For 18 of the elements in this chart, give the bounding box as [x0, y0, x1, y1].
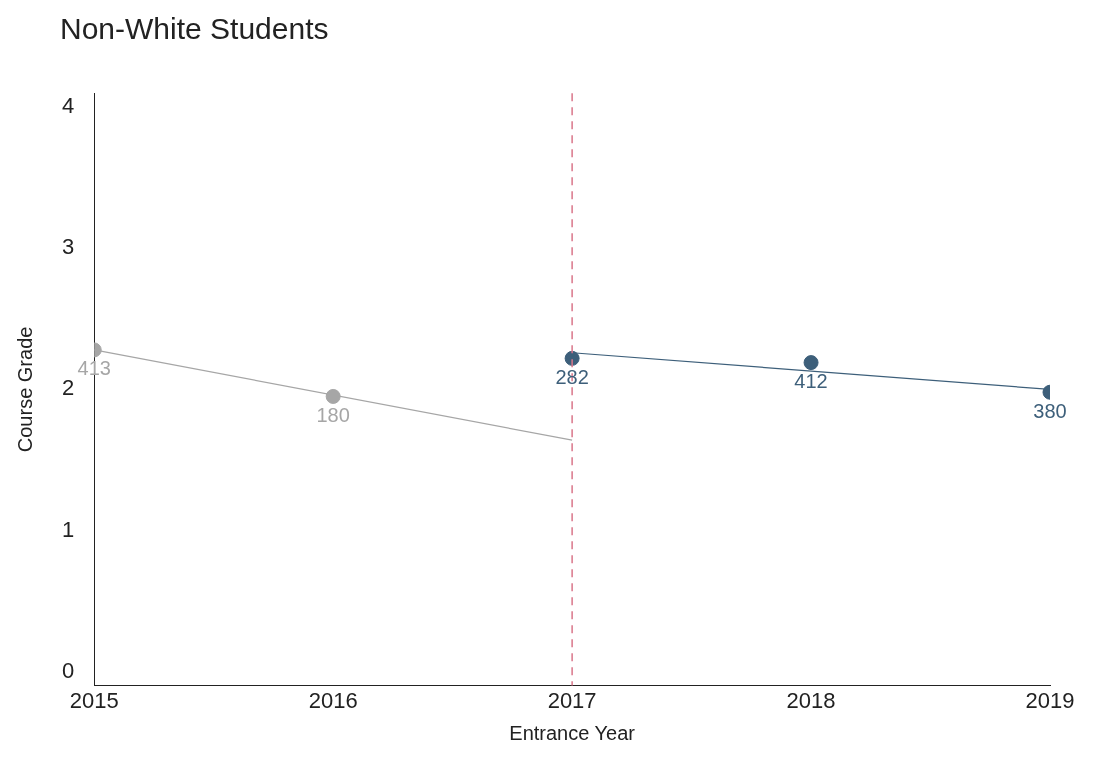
x-tick-label: 2017	[547, 687, 597, 713]
y-axis-title: Course Grade	[13, 326, 36, 453]
x-tick-label: 2016	[308, 687, 358, 713]
y-tick-label: 2	[61, 375, 75, 401]
x-tick-label: 2015	[69, 687, 119, 713]
point	[803, 355, 819, 371]
y-tick-label: 3	[61, 234, 75, 260]
y-tick-label: 4	[61, 93, 75, 119]
chart-title: Non-White Students	[60, 12, 329, 46]
annotation: 380	[1033, 399, 1067, 422]
y-tick-label: 0	[61, 657, 75, 683]
annotation: 180	[316, 403, 350, 426]
y-tick-label: 1	[61, 516, 75, 542]
x-axis-title: Entrance Year	[509, 721, 636, 744]
annotation: 412	[794, 370, 828, 393]
x-tick-label: 2018	[786, 687, 836, 713]
annotation: 282	[555, 365, 589, 388]
x-tick-label: 2019	[1025, 687, 1075, 713]
